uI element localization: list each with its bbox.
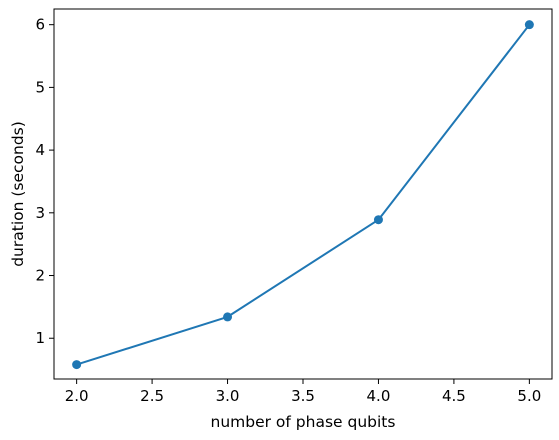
y-tick-label: 1 xyxy=(35,329,45,347)
x-tick-label: 2.0 xyxy=(65,387,89,405)
y-tick-label: 2 xyxy=(35,267,45,285)
x-tick-label: 5.0 xyxy=(517,387,541,405)
data-point xyxy=(373,215,383,225)
x-axis: 2.0 2.5 3.0 3.5 4.0 4.5 5.0 xyxy=(65,379,541,405)
x-tick-label: 3.5 xyxy=(291,387,315,405)
y-axis: 1 2 3 4 5 6 xyxy=(35,16,54,347)
plot-area xyxy=(53,8,553,380)
x-axis-label: number of phase qubits xyxy=(211,413,396,431)
data-point xyxy=(524,20,534,30)
series-line xyxy=(76,24,531,366)
y-tick-label: 4 xyxy=(35,141,45,159)
y-tick-label: 6 xyxy=(35,16,45,34)
data-point xyxy=(223,312,233,322)
y-axis-label: duration (seconds) xyxy=(9,121,27,267)
series-group xyxy=(72,20,534,370)
data-point xyxy=(72,360,82,370)
x-tick-label: 4.5 xyxy=(442,387,466,405)
y-tick-label: 5 xyxy=(35,78,45,96)
y-tick-label: 3 xyxy=(35,204,45,222)
x-tick-label: 4.0 xyxy=(367,387,391,405)
x-tick-label: 2.5 xyxy=(140,387,164,405)
x-tick-label: 3.0 xyxy=(216,387,240,405)
